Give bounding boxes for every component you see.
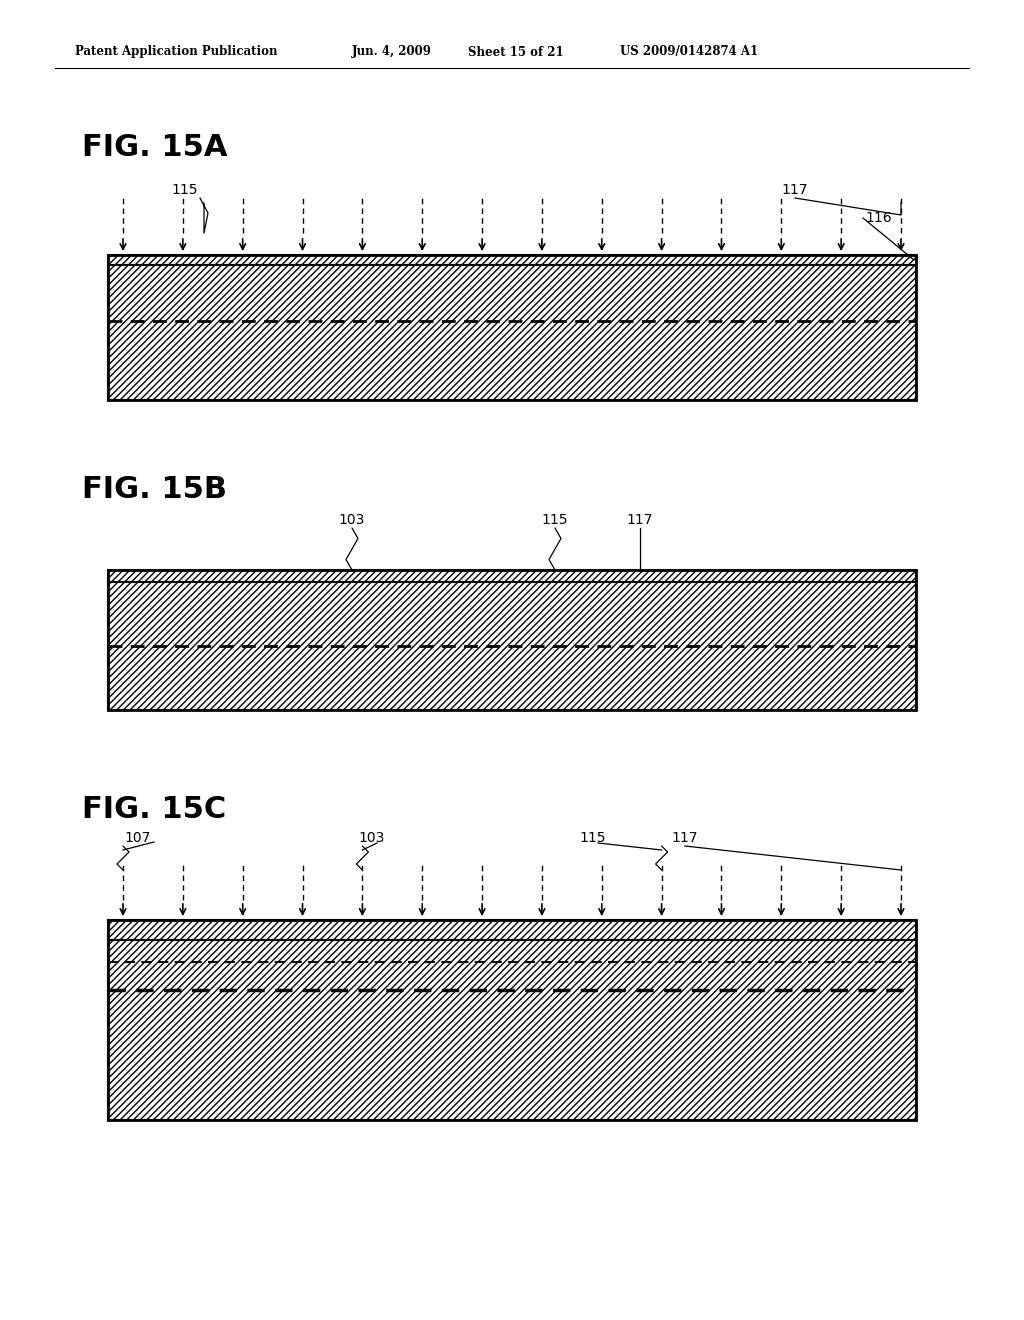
- Text: 117: 117: [781, 183, 808, 197]
- Text: 107: 107: [125, 832, 152, 845]
- Text: US 2009/0142874 A1: US 2009/0142874 A1: [620, 45, 758, 58]
- Bar: [108, 570, 916, 710]
- Text: Sheet 15 of 21: Sheet 15 of 21: [468, 45, 563, 58]
- Text: 115: 115: [542, 513, 568, 527]
- Text: 117: 117: [627, 513, 653, 527]
- Bar: [108, 265, 916, 400]
- Bar: [108, 582, 916, 710]
- Text: Jun. 4, 2009: Jun. 4, 2009: [352, 45, 432, 58]
- Bar: [108, 920, 916, 1119]
- Text: FIG. 15C: FIG. 15C: [82, 796, 226, 825]
- Text: FIG. 15B: FIG. 15B: [82, 475, 227, 504]
- Text: Patent Application Publication: Patent Application Publication: [75, 45, 278, 58]
- Bar: [108, 940, 916, 1119]
- Bar: [108, 255, 916, 265]
- Text: 116: 116: [865, 211, 892, 224]
- Bar: [108, 570, 916, 582]
- Text: 103: 103: [358, 832, 385, 845]
- Bar: [108, 255, 916, 400]
- Text: 115: 115: [172, 183, 199, 197]
- Text: 115: 115: [580, 832, 606, 845]
- Bar: [108, 920, 916, 940]
- Text: 103: 103: [339, 513, 366, 527]
- Text: FIG. 15A: FIG. 15A: [82, 133, 227, 162]
- Text: 117: 117: [672, 832, 698, 845]
